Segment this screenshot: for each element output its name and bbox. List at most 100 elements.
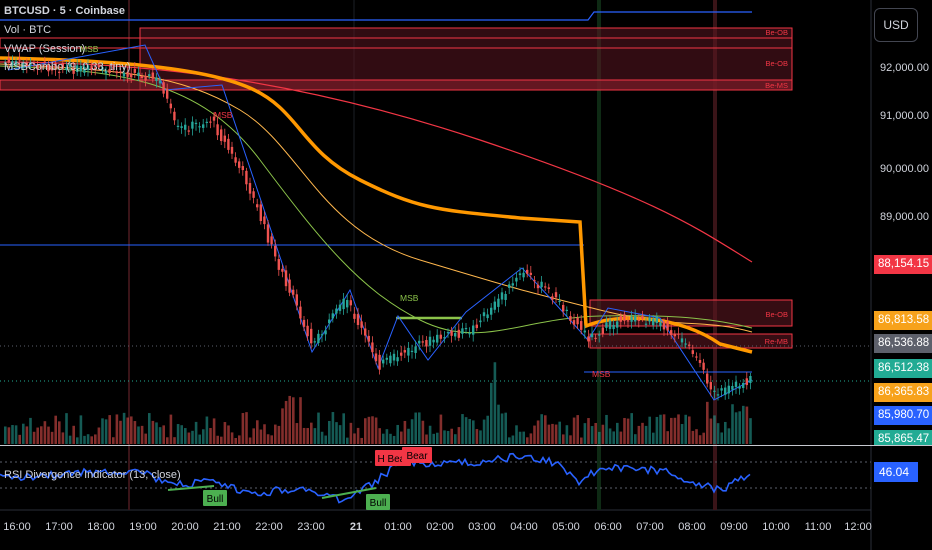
candle: [378, 354, 381, 370]
candle: [270, 236, 273, 245]
candle: [742, 382, 745, 388]
volume-bar: [490, 382, 493, 444]
candle: [11, 60, 14, 66]
volume-bar: [410, 419, 414, 444]
volume-bar: [270, 435, 273, 444]
volume-bar: [443, 430, 446, 444]
candle: [50, 66, 54, 71]
time-label: 09:00: [720, 521, 748, 533]
volume-bar: [50, 431, 54, 444]
rsi-legend[interactable]: RSI Divergence Indicator (13, close): [4, 469, 181, 481]
session-marker: [128, 0, 130, 510]
candle: [277, 259, 280, 270]
candle: [252, 191, 255, 198]
volume-bar: [331, 412, 335, 444]
candle: [126, 71, 129, 77]
volume-bar: [115, 414, 119, 444]
candle: [40, 67, 43, 69]
candle: [702, 362, 705, 370]
candle: [68, 63, 72, 67]
volume-bar: [688, 416, 691, 444]
candle: [493, 301, 496, 310]
candle: [670, 330, 673, 336]
volume-bar: [256, 420, 259, 444]
candle: [90, 65, 93, 71]
pane-separator[interactable]: [0, 445, 932, 446]
volume-bar: [259, 429, 263, 444]
candle: [731, 385, 734, 390]
candle: [338, 304, 342, 311]
volume-bar: [317, 412, 320, 444]
candle: [500, 292, 504, 300]
candle: [594, 337, 597, 340]
volume-bar: [684, 414, 687, 444]
volume-bar: [709, 418, 713, 444]
volume-bar: [104, 419, 108, 444]
candle: [202, 124, 205, 128]
candle: [608, 320, 612, 329]
volume-bar: [673, 417, 677, 444]
be-ob-label-4: Be-OB: [765, 310, 788, 319]
be-ms-label-2: Re-MB: [765, 337, 788, 346]
msb-label-1: MSB: [80, 44, 99, 54]
symbol-legend[interactable]: BTCUSD · 5 · Coinbase: [4, 5, 126, 17]
volume-bar: [54, 415, 57, 444]
candle: [464, 327, 468, 330]
candle: [482, 312, 486, 317]
candle: [133, 69, 136, 73]
candle: [749, 375, 752, 384]
candle: [281, 268, 284, 272]
candle: [324, 330, 327, 335]
candle: [634, 315, 637, 322]
volume-bar: [727, 428, 731, 444]
volume-bar: [140, 425, 144, 444]
candle: [428, 336, 432, 346]
volume-bar: [349, 422, 353, 444]
candle: [245, 170, 248, 185]
candle: [659, 322, 662, 327]
candle: [396, 357, 399, 362]
volume-bar: [677, 414, 680, 444]
candle: [536, 284, 540, 289]
volume-bar: [122, 412, 126, 444]
candle: [367, 335, 370, 342]
volume-bar: [346, 437, 349, 444]
volume-bar: [385, 429, 389, 444]
volume-bar: [738, 411, 741, 444]
candle: [414, 346, 417, 353]
candle: [36, 64, 39, 70]
candle: [745, 378, 748, 386]
volume-legend[interactable]: Vol · BTC: [4, 24, 52, 36]
candle: [295, 294, 298, 306]
candle: [479, 320, 482, 323]
candle: [54, 63, 57, 70]
candle: [4, 62, 7, 64]
volume-bar: [119, 420, 122, 444]
price-tag-ma-mid: 86,512.38: [874, 359, 932, 378]
currency-button[interactable]: USD: [874, 8, 918, 42]
candle: [266, 224, 270, 243]
volume-bar: [659, 414, 662, 444]
msb-legend[interactable]: MSBCombo (9, 0.33, tiny): [4, 61, 131, 73]
volume-bar: [641, 422, 644, 444]
candle: [652, 318, 655, 326]
candle: [187, 130, 190, 132]
vwap-legend[interactable]: VWAP (Session): [4, 43, 86, 55]
zigzag-level: [0, 11, 752, 21]
time-label: 19:00: [129, 521, 157, 533]
volume-bar: [79, 415, 83, 444]
candle: [612, 324, 615, 330]
candle: [616, 321, 619, 328]
time-label: 08:00: [678, 521, 706, 533]
volume-bar: [457, 427, 461, 444]
order-block-zone: [589, 333, 793, 349]
volume-bar: [90, 436, 93, 444]
bull-divergence-line: [167, 485, 215, 491]
volume-bar: [245, 412, 248, 444]
volume-bar: [742, 405, 745, 444]
candle: [562, 304, 565, 312]
volume-bar: [230, 432, 234, 444]
candle: [209, 121, 212, 123]
candle: [306, 325, 309, 337]
